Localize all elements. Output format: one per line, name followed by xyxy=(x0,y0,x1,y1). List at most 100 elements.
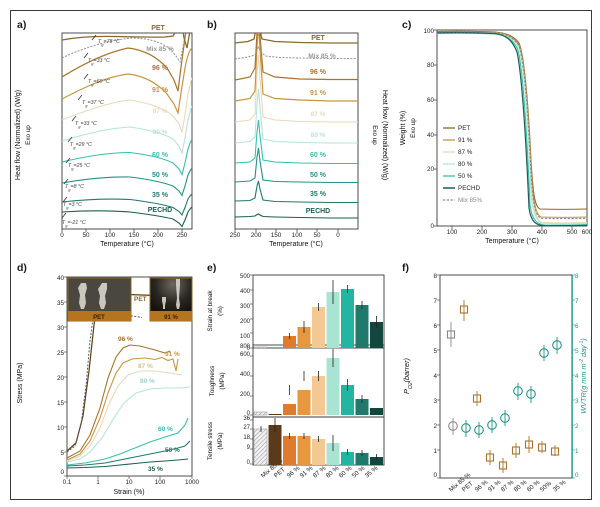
svg-text:1: 1 xyxy=(96,479,100,486)
svg-text:0: 0 xyxy=(575,472,579,479)
svg-text:50 %: 50 % xyxy=(310,172,327,179)
svg-text:1: 1 xyxy=(575,448,579,455)
svg-text:7: 7 xyxy=(575,298,579,305)
svg-text:Exo up: Exo up xyxy=(410,118,417,138)
svg-text:250: 250 xyxy=(177,232,188,239)
svg-text:600: 600 xyxy=(582,229,592,236)
svg-text:50 %: 50 % xyxy=(152,172,169,179)
svg-text:35 %: 35 % xyxy=(552,479,568,494)
svg-text:96 %: 96 % xyxy=(474,479,490,494)
svg-text:2: 2 xyxy=(433,423,437,430)
svg-text:PET: PET xyxy=(134,296,147,303)
svg-text:9: 9 xyxy=(247,445,251,451)
svg-text:80 %: 80 % xyxy=(458,161,473,168)
svg-text:36: 36 xyxy=(243,416,250,422)
svg-text:20: 20 xyxy=(57,375,65,382)
svg-text:250: 250 xyxy=(230,232,241,239)
svg-text:PET: PET xyxy=(458,125,470,132)
svg-text:500: 500 xyxy=(240,274,251,280)
svg-text:Stress (MPa): Stress (MPa) xyxy=(17,363,24,404)
svg-text:5: 5 xyxy=(433,348,437,355)
svg-text:87 %: 87 % xyxy=(153,108,168,115)
svg-text:8: 8 xyxy=(575,273,579,280)
svg-text:15: 15 xyxy=(57,400,65,407)
svg-text:60 %: 60 % xyxy=(158,426,173,433)
svg-text:91 %: 91 % xyxy=(310,90,327,97)
svg-text:400: 400 xyxy=(240,372,251,378)
svg-text:600: 600 xyxy=(240,352,251,358)
svg-text:6: 6 xyxy=(433,323,437,330)
svg-text:80 %: 80 % xyxy=(311,132,326,139)
svg-text:Mix 85 %: Mix 85 % xyxy=(146,46,174,53)
svg-text:25: 25 xyxy=(57,350,65,357)
svg-text:96 %: 96 % xyxy=(118,336,133,343)
svg-text:100: 100 xyxy=(292,232,303,239)
svg-text:96 %: 96 % xyxy=(152,65,169,72)
svg-text:PECHD: PECHD xyxy=(148,207,173,214)
svg-text:87 %: 87 % xyxy=(311,111,326,118)
svg-text:0: 0 xyxy=(60,469,64,476)
svg-text:80 %: 80 % xyxy=(140,378,155,385)
svg-text:400: 400 xyxy=(537,229,548,236)
svg-text:Heat flow (Normalized) (W/g): Heat flow (Normalized) (W/g) xyxy=(15,90,22,180)
svg-text:Mix 85%: Mix 85% xyxy=(458,197,483,204)
svg-text:87 %: 87 % xyxy=(500,479,516,494)
svg-text:91 %: 91 % xyxy=(165,351,180,358)
svg-text:Exo up: Exo up xyxy=(25,125,32,145)
svg-text:1000: 1000 xyxy=(185,479,200,486)
svg-text:500: 500 xyxy=(567,229,578,236)
svg-text:50 %: 50 % xyxy=(351,465,367,480)
svg-text:60 %: 60 % xyxy=(338,465,354,480)
svg-text:80: 80 xyxy=(427,62,435,69)
svg-text:Mix 85 %: Mix 85 % xyxy=(308,53,336,60)
svg-text:150: 150 xyxy=(271,232,282,239)
svg-text:10: 10 xyxy=(57,425,65,432)
svg-text:(MPa): (MPa) xyxy=(219,372,226,389)
svg-text:96 %: 96 % xyxy=(310,69,327,76)
svg-text:91 %: 91 % xyxy=(152,87,169,94)
svg-text:200: 200 xyxy=(477,229,488,236)
svg-text:200: 200 xyxy=(251,232,262,239)
svg-text:WVTR(g mm m-2 day-1): WVTR(g mm m-2 day-1) xyxy=(579,338,588,413)
svg-text:60: 60 xyxy=(427,97,435,104)
svg-text:100: 100 xyxy=(240,334,251,340)
svg-text:0: 0 xyxy=(430,223,434,230)
svg-text:100: 100 xyxy=(105,232,116,239)
svg-text:800: 800 xyxy=(240,344,251,350)
svg-text:0: 0 xyxy=(336,232,340,239)
svg-text:50 %: 50 % xyxy=(458,173,473,180)
svg-text:91 %: 91 % xyxy=(299,465,315,480)
svg-text:80 %: 80 % xyxy=(153,129,168,136)
svg-text:35 %: 35 % xyxy=(364,465,380,480)
svg-text:80 %: 80 % xyxy=(513,479,529,494)
svg-text:PO2(barrer): PO2(barrer) xyxy=(402,358,414,394)
svg-text:100: 100 xyxy=(423,28,434,35)
svg-text:18: 18 xyxy=(243,435,250,441)
svg-text:96 %: 96 % xyxy=(286,465,302,480)
svg-text:60 %: 60 % xyxy=(152,152,169,159)
svg-text:Heat flow (Normalized) (W/g): Heat flow (Normalized) (W/g) xyxy=(381,90,388,180)
svg-text:91 %: 91 % xyxy=(164,315,178,321)
svg-text:Temperature (°C): Temperature (°C) xyxy=(269,240,323,248)
svg-text:Temperature (°C): Temperature (°C) xyxy=(100,240,154,248)
svg-text:300: 300 xyxy=(240,304,251,310)
svg-text:Exo up: Exo up xyxy=(371,125,378,145)
svg-text:0: 0 xyxy=(247,460,251,466)
svg-text:30: 30 xyxy=(57,325,65,332)
svg-text:(MPa): (MPa) xyxy=(217,432,224,449)
svg-text:Strain (%): Strain (%) xyxy=(113,489,144,496)
svg-text:91 %: 91 % xyxy=(487,479,503,494)
svg-text:50%: 50% xyxy=(539,480,553,494)
svg-text:35 %: 35 % xyxy=(310,191,327,198)
svg-text:Tg=-21 °C: Tg=-21 °C xyxy=(62,220,86,228)
svg-text:200: 200 xyxy=(240,319,251,325)
svg-text:35: 35 xyxy=(57,300,65,307)
svg-text:2: 2 xyxy=(575,423,579,430)
svg-text:0.1: 0.1 xyxy=(63,479,72,486)
svg-text:Toughness: Toughness xyxy=(209,366,216,396)
svg-text:PET: PET xyxy=(151,25,165,32)
svg-text:50: 50 xyxy=(313,232,321,239)
svg-text:Tg=3 °C: Tg=3 °C xyxy=(63,202,82,210)
svg-text:0: 0 xyxy=(433,472,437,479)
svg-text:8: 8 xyxy=(433,273,437,280)
